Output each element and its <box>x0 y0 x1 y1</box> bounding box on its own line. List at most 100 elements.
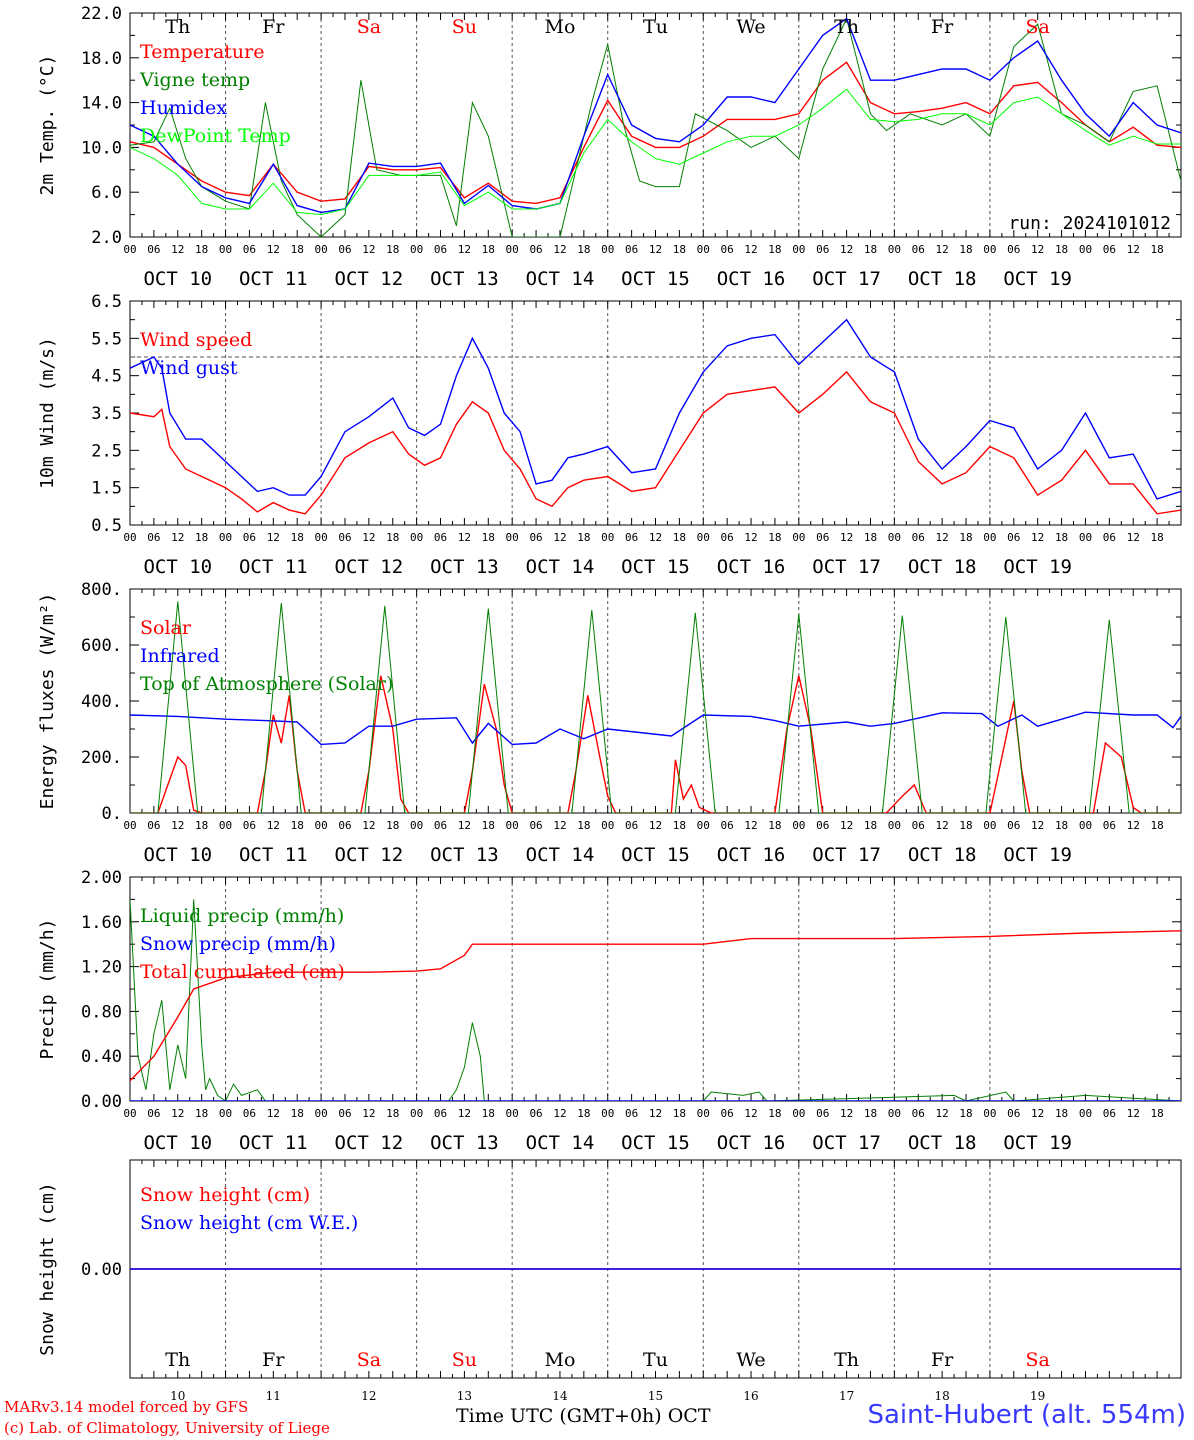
hour-tick-label: 06 <box>147 243 160 256</box>
hour-tick-label: 00 <box>123 531 136 544</box>
date-label: OCT 18 <box>908 844 977 866</box>
hour-tick-label: 00 <box>410 243 423 256</box>
series-line <box>130 370 1181 515</box>
hour-tick-label: 18 <box>482 243 495 256</box>
date-label: OCT 17 <box>812 556 881 578</box>
day-name-bottom: Su <box>452 1349 477 1371</box>
hour-tick-label: 18 <box>386 1107 399 1120</box>
y-tick-label: 600. <box>81 636 122 656</box>
legend-entry: Snow precip (mm/h) <box>140 933 336 955</box>
date-label: OCT 19 <box>1003 268 1072 290</box>
hour-tick-label: 00 <box>601 243 614 256</box>
date-label: OCT 18 <box>908 556 977 578</box>
hour-tick-label: 12 <box>458 243 471 256</box>
date-label: OCT 15 <box>621 844 690 866</box>
hour-tick-label: 12 <box>1127 1107 1140 1120</box>
hour-tick-label: 06 <box>243 531 256 544</box>
hour-tick-label: 18 <box>577 819 590 832</box>
hour-tick-label: 12 <box>936 531 949 544</box>
date-label: OCT 15 <box>621 1132 690 1154</box>
day-name-bottom: Th <box>834 1349 859 1371</box>
series-line <box>130 711 1181 746</box>
hour-tick-label: 12 <box>936 1107 949 1120</box>
hour-tick-label: 06 <box>1103 243 1116 256</box>
hour-tick-label: 06 <box>1103 1107 1116 1120</box>
hour-tick-label: 18 <box>195 1107 208 1120</box>
hour-tick-label: 12 <box>649 1107 662 1120</box>
y-tick-label: 0.00 <box>81 1260 122 1280</box>
series-line <box>130 318 1181 500</box>
y-tick-label: 2.0 <box>91 228 122 248</box>
hour-tick-label: 06 <box>243 819 256 832</box>
hour-tick-label: 12 <box>267 243 280 256</box>
hour-tick-label: 12 <box>458 819 471 832</box>
hour-tick-label: 06 <box>1103 531 1116 544</box>
series-line <box>130 930 1181 1082</box>
hour-tick-label: 12 <box>362 819 375 832</box>
y-tick-label: 4.5 <box>91 367 122 387</box>
hour-tick-label: 12 <box>1127 243 1140 256</box>
hour-tick-label: 00 <box>792 243 805 256</box>
hour-tick-label: 00 <box>123 1107 136 1120</box>
date-label: OCT 17 <box>812 268 881 290</box>
hour-tick-label: 00 <box>888 819 901 832</box>
series-line <box>130 88 1181 216</box>
hour-tick-label: 18 <box>864 819 877 832</box>
day-name-top: We <box>736 16 765 38</box>
lab-credit: (c) Lab. of Climatology, University of L… <box>4 1419 330 1437</box>
model-credit: MARv3.14 model forced by GFS <box>4 1398 249 1416</box>
date-label: OCT 12 <box>335 844 404 866</box>
legend-entry: Infrared <box>140 645 220 667</box>
hour-tick-label: 06 <box>243 1107 256 1120</box>
date-label: OCT 17 <box>812 1132 881 1154</box>
hour-tick-label: 06 <box>1007 1107 1020 1120</box>
hour-tick-label: 00 <box>506 531 519 544</box>
hour-tick-label: 00 <box>697 819 710 832</box>
hour-tick-label: 00 <box>1079 243 1092 256</box>
legend-entry: Wind speed <box>140 329 252 351</box>
hour-tick-label: 00 <box>601 531 614 544</box>
hour-tick-label: 12 <box>840 1107 853 1120</box>
hour-tick-label: 00 <box>506 819 519 832</box>
hour-tick-label: 00 <box>314 531 327 544</box>
hour-tick-label: 06 <box>529 531 542 544</box>
day-name-bottom: Sa <box>357 1349 381 1371</box>
hour-tick-label: 18 <box>386 243 399 256</box>
date-label: OCT 11 <box>239 844 308 866</box>
date-number: 19 <box>1030 1389 1045 1403</box>
hour-tick-label: 00 <box>410 531 423 544</box>
hour-tick-label: 18 <box>959 243 972 256</box>
hour-tick-label: 06 <box>625 243 638 256</box>
hour-tick-label: 12 <box>1031 1107 1044 1120</box>
series-line <box>130 17 1181 214</box>
date-number: 13 <box>457 1389 472 1403</box>
hour-tick-label: 18 <box>1150 243 1163 256</box>
hour-tick-label: 12 <box>1031 531 1044 544</box>
hour-tick-label: 06 <box>816 531 829 544</box>
day-name-top: Mo <box>545 16 576 38</box>
hour-tick-label: 06 <box>625 819 638 832</box>
y-tick-label: 0.00 <box>81 1092 122 1112</box>
hour-tick-label: 00 <box>983 531 996 544</box>
hour-tick-label: 18 <box>577 243 590 256</box>
legend-entry: Top of Atmosphere (Solar) <box>140 673 393 695</box>
hour-tick-label: 18 <box>959 819 972 832</box>
hour-tick-label: 00 <box>219 1107 232 1120</box>
date-number: 18 <box>934 1389 949 1403</box>
hour-tick-label: 06 <box>434 243 447 256</box>
hour-tick-label: 18 <box>1055 1107 1068 1120</box>
hour-tick-label: 12 <box>267 1107 280 1120</box>
hour-tick-label: 18 <box>768 243 781 256</box>
legend-entry: Liquid precip (mm/h) <box>140 905 344 927</box>
date-label: OCT 16 <box>717 844 786 866</box>
hour-tick-label: 06 <box>721 531 734 544</box>
y-tick-label: 18.0 <box>81 49 122 69</box>
hour-tick-label: 18 <box>195 819 208 832</box>
day-name-bottom: We <box>736 1349 765 1371</box>
date-number: 12 <box>361 1389 376 1403</box>
hour-tick-label: 18 <box>864 1107 877 1120</box>
date-label: OCT 11 <box>239 1132 308 1154</box>
hour-tick-label: 12 <box>553 243 566 256</box>
hour-tick-label: 00 <box>983 1107 996 1120</box>
hour-tick-label: 06 <box>721 243 734 256</box>
